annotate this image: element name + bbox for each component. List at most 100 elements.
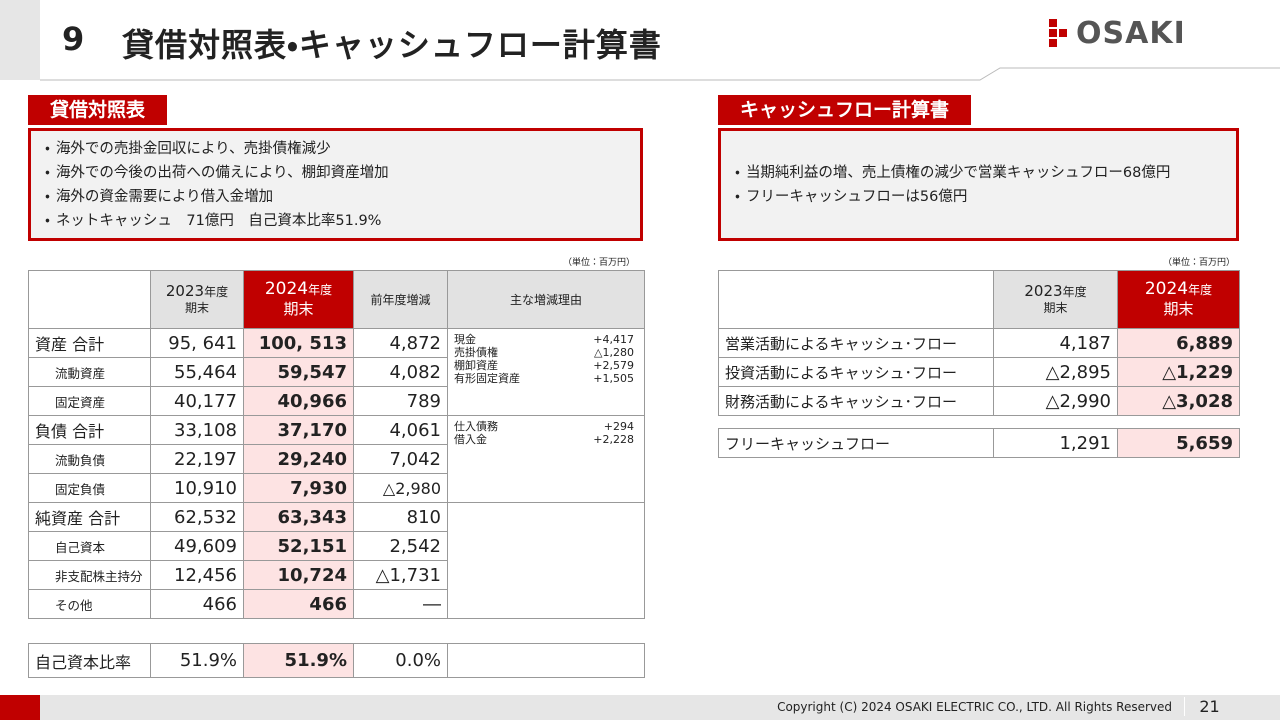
table-row: 自己資本 49,609 52,151 2,542 (28, 531, 645, 561)
row-label: その他 (28, 589, 151, 619)
reason-label: 現金 (454, 333, 476, 346)
reason-label: 仕入債務 (454, 420, 498, 433)
row-label: 自己資本 (28, 531, 151, 561)
cell-value: 1,291 (993, 428, 1118, 458)
cell-value: 7,930 (243, 473, 354, 503)
cell-value: 37,170 (243, 415, 354, 445)
year-suffix: 年度 (204, 285, 229, 299)
row-label: 資産 合計 (28, 328, 151, 358)
period: 期末 (1163, 300, 1194, 318)
row-label: 流動資産 (28, 357, 151, 387)
table-row: 固定資産 40,177 40,966 789 (28, 386, 645, 416)
row-label: 固定負債 (28, 473, 151, 503)
reason-item: 有形固定資産 +1,505 (454, 372, 638, 385)
logo-text: OSAKI (1076, 15, 1186, 51)
balance-sheet-table: 2023年度 期末 2024年度 期末 前年度増減 主な増減理由 資産 合計 95, 641 1… (28, 270, 645, 619)
cell-value: 10,910 (150, 473, 244, 503)
cell-value: △2,895 (993, 357, 1118, 387)
cell-value: 466 (150, 589, 244, 619)
cell-value: 466 (243, 589, 354, 619)
reason-value: △1,280 (594, 346, 634, 359)
reason-item: 借入金 +2,228 (454, 433, 638, 446)
cell-value: 49,609 (150, 531, 244, 561)
blank-header (718, 270, 994, 329)
row-label: 負債 合計 (28, 415, 151, 445)
cell-value: 4,872 (353, 328, 448, 358)
reason-value: +2,579 (593, 359, 634, 372)
year-suffix: 年度 (1062, 285, 1087, 299)
column-header: 前年度増減 (353, 270, 448, 329)
logo-mark (1048, 18, 1068, 48)
year: 2023 (165, 282, 205, 300)
cell-value: 789 (353, 386, 448, 416)
cell-value: △1,229 (1117, 357, 1240, 387)
reason-label: 売掛債権 (454, 346, 498, 359)
cell-value: 95, 641 (150, 328, 244, 358)
footer-accent (0, 695, 40, 720)
reason-label: 有形固定資産 (454, 372, 520, 385)
table-row: 負債 合計 33,108 37,170 4,061 仕入債務 +294 借入金 +2,228 (28, 415, 645, 503)
column-header: 主な増減理由 (447, 270, 645, 329)
cell-value: 5,659 (1117, 428, 1240, 458)
table-row: 流動資産 55,464 59,547 4,082 (28, 357, 645, 387)
reason-value: +2,228 (593, 433, 634, 446)
column-header: 2024年度 期末 (243, 270, 354, 329)
reason-item: 現金 +4,417 (454, 333, 638, 346)
year: 2024 (264, 279, 309, 299)
reason-cell: 仕入債務 +294 借入金 +2,228 (447, 415, 645, 503)
cell-value: △2,980 (353, 473, 448, 503)
period: 期末 (184, 301, 209, 315)
cell-value: 100, 513 (243, 328, 354, 358)
cell-value: 12,456 (150, 560, 244, 590)
header-row: 2023年度 期末 2024年度 期末 前年度増減 主な増減理由 (28, 270, 645, 329)
ratio-table: 自己資本比率 51.9% 51.9% 0.0% (28, 643, 645, 678)
blank-header (28, 270, 151, 329)
table-row: 資産 合計 95, 641 100, 513 4,872 現金 +4,417 売掛債権 △1,… (28, 328, 645, 416)
page-number: 21 (1184, 697, 1234, 716)
reason-item: 棚卸資産 +2,579 (454, 359, 638, 372)
row-label: 純資産 合計 (28, 502, 151, 532)
reason-item: 売掛債権 △1,280 (454, 346, 638, 359)
bullet: 海外での売掛金回収により、売掛債権減少 (45, 137, 626, 161)
cell-value: 62,532 (150, 502, 244, 532)
header-band (0, 0, 40, 80)
year: 2024 (1144, 279, 1189, 299)
row-label: 営業活動によるキャッシュ･フロー (718, 328, 994, 358)
footer-band (0, 695, 1280, 720)
row-label: 非支配株主持分 (28, 560, 151, 590)
row-label: 投資活動によるキャッシュ･フロー (718, 357, 994, 387)
cell-value: 4,082 (353, 357, 448, 387)
bullet: 当期純利益の増、売上債権の減少で営業キャッシュフロー68億円 (735, 161, 1222, 185)
bullet: 海外での今後の出荷への備えにより、棚卸資産増加 (45, 161, 626, 185)
table-row: 財務活動によるキャッシュ･フロー △2,990 △3,028 (718, 386, 1240, 416)
cell-value: 810 (353, 502, 448, 532)
reason-cell (447, 502, 645, 619)
row-label: 流動負債 (28, 444, 151, 474)
copyright: Copyright (C) 2024 OSAKI ELECTRIC CO., L… (777, 700, 1172, 714)
cell-value: 63,343 (243, 502, 354, 532)
reason-value: +4,417 (593, 333, 634, 346)
row-label: 財務活動によるキャッシュ･フロー (718, 386, 994, 416)
unit-note: （単位：百万円） (1162, 258, 1235, 268)
cell-value: 6,889 (1117, 328, 1240, 358)
table-row: 固定負債 10,910 7,930 △2,980 (28, 473, 645, 503)
cell-value: 7,042 (353, 444, 448, 474)
section-heading: 貸借対照表 (28, 95, 168, 125)
cell-value: 40,177 (150, 386, 244, 416)
free-row: フリーキャッシュフロー 1,291 5,659 (718, 428, 1240, 458)
empty-cell (447, 643, 645, 678)
cell-value: ― (353, 589, 448, 619)
year-suffix: 年度 (1188, 283, 1213, 297)
reason-cell: 現金 +4,417 売掛債権 △1,280 棚卸資産 +2,579 有形固定資産 +1,505 (447, 328, 645, 416)
cell-value: 4,187 (993, 328, 1118, 358)
column-header: 2023年度 期末 (993, 270, 1118, 329)
year: 2023 (1024, 282, 1063, 300)
bullet: 海外の資金需要により借入金増加 (45, 185, 626, 209)
cell-value: 52,151 (243, 531, 354, 561)
cell-value: 2,542 (353, 531, 448, 561)
ratio-row: 自己資本比率 51.9% 51.9% 0.0% (28, 643, 645, 678)
year-suffix: 年度 (308, 283, 333, 297)
cell-value: 0.0% (353, 643, 448, 678)
section-number: 9 (62, 20, 85, 58)
